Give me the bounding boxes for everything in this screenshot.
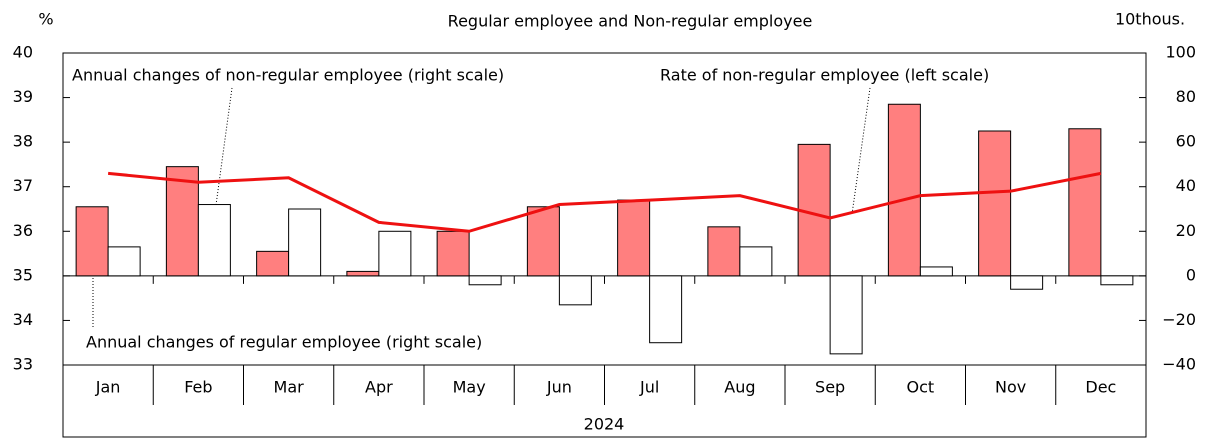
y-tick-label: 38 <box>13 132 33 151</box>
y2-tick-label: 100 <box>1165 43 1196 62</box>
x-tick-label: Apr <box>365 378 393 397</box>
bar <box>887 103 921 277</box>
y2-tick-label: 20 <box>1176 221 1196 240</box>
bar <box>649 275 683 344</box>
line <box>107 171 1102 233</box>
bar <box>526 206 560 277</box>
leader-line <box>215 87 233 206</box>
chart-title: Regular employee and Non-regular employe… <box>448 12 813 31</box>
year-label: 2024 <box>584 415 625 434</box>
x-tick-label: Jul <box>639 378 659 397</box>
annotation: Annual changes of regular employee (righ… <box>86 333 482 352</box>
x-tick-label: Jan <box>95 378 121 397</box>
y-tick-label: 33 <box>13 355 33 374</box>
annotation: Rate of non-regular employee (left scale… <box>660 66 989 85</box>
y-tick-label: 37 <box>13 176 33 195</box>
leader-line <box>851 87 871 215</box>
bar <box>739 246 773 277</box>
plot-frame <box>62 52 1147 438</box>
leader-lines <box>92 87 871 328</box>
bar <box>436 230 470 277</box>
bar <box>1100 275 1134 286</box>
bar <box>378 230 412 277</box>
y2-tick-label: 40 <box>1176 176 1196 195</box>
y2-tick-label: −20 <box>1162 310 1196 329</box>
bar <box>346 270 380 277</box>
x-tick-label: Sep <box>815 378 845 397</box>
bar <box>707 226 741 277</box>
y-tick-label: 35 <box>13 265 33 284</box>
bar <box>468 275 502 286</box>
bar <box>1010 275 1044 290</box>
y-tick-label: 40 <box>13 43 33 62</box>
y2-tick-label: 0 <box>1186 265 1196 284</box>
x-tick-label: Nov <box>995 378 1026 397</box>
annotation: Annual changes of non-regular employee (… <box>72 66 504 85</box>
x-tick-label: May <box>453 378 486 397</box>
y-tick-label: 36 <box>13 221 33 240</box>
bar <box>617 199 651 277</box>
y2-tick-label: −40 <box>1162 355 1196 374</box>
x-tick-label: Feb <box>184 378 212 397</box>
bar <box>197 204 231 277</box>
bar <box>978 130 1012 277</box>
bar <box>558 275 592 306</box>
bar <box>829 275 863 355</box>
bar <box>165 166 199 277</box>
bar <box>288 208 322 277</box>
x-tick-label: Mar <box>274 378 305 397</box>
bar <box>919 266 953 277</box>
y2-tick-label: 80 <box>1176 87 1196 106</box>
bar <box>107 246 141 277</box>
y-tick-label: 34 <box>13 310 33 329</box>
bar <box>1068 128 1102 277</box>
x-tick-label: Dec <box>1085 378 1116 397</box>
x-tick-label: Aug <box>724 378 755 397</box>
bar <box>256 250 290 277</box>
y-tick-label: 39 <box>13 87 33 106</box>
x-tick-label: Jun <box>546 378 572 397</box>
y2-tick-label: 60 <box>1176 132 1196 151</box>
y-axis-label: % <box>38 10 53 29</box>
x-tick-label: Oct <box>907 378 935 397</box>
bar <box>75 206 109 277</box>
y2-axis-label: 10thous. <box>1115 10 1185 29</box>
